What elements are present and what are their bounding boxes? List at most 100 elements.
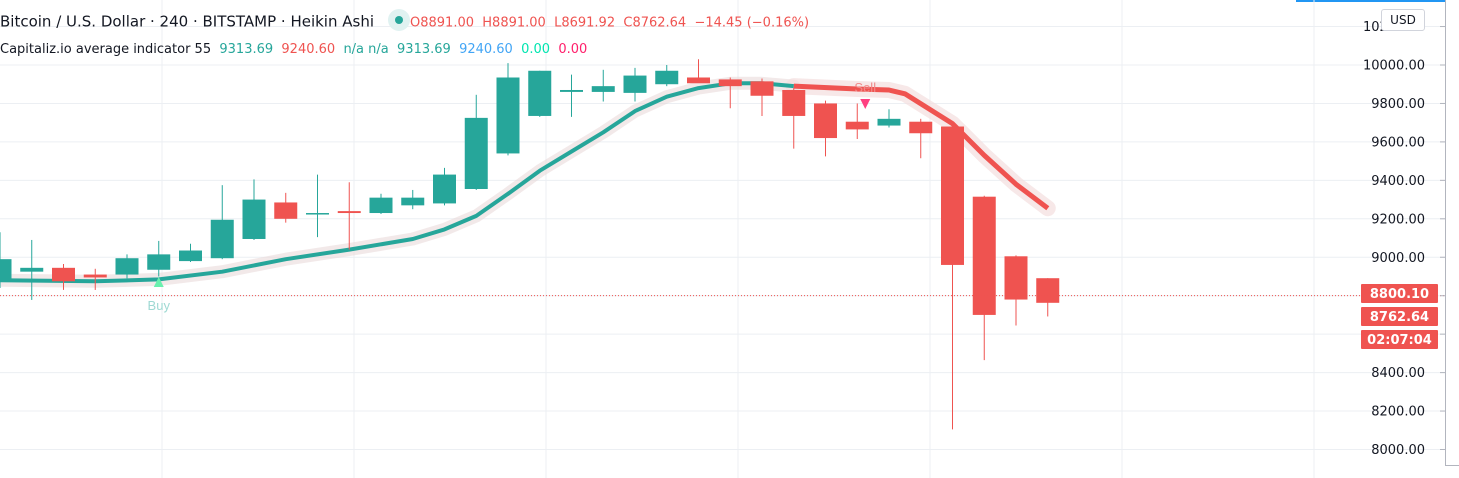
buy-label: Buy [148,298,171,313]
candle [369,193,393,214]
indicator-value-2: 9240.60 [281,42,336,57]
candle-body [972,196,996,315]
candle-body [750,81,774,96]
candle [20,239,44,300]
candle-body [1036,278,1060,303]
candle [877,109,901,128]
candle-body [401,197,425,206]
candle-body [591,86,615,92]
symbol-legend: Bitcoin / U.S. Dollar · 240 · BITSTAMP ·… [0,9,810,33]
candle-body [560,89,583,92]
candle [496,63,520,156]
candle-body [52,267,75,282]
candle-body [433,174,456,204]
candle-body [941,126,964,265]
candle [909,118,933,159]
ma-line-up [0,81,794,284]
axis-tick-label: 9800.00 [1371,97,1425,112]
candle [83,268,107,290]
candle-body [845,121,869,130]
sell-label: Sell [854,80,876,95]
candle-body [369,197,393,214]
candle [845,103,869,140]
countdown-label: 02:07:04 [1361,330,1438,349]
status-dot-icon [388,9,410,31]
candle [1036,278,1060,317]
axis-tick-label: 8200.00 [1371,405,1425,420]
moving-average-bands [0,76,1056,288]
axis-tick-label: 10000.00 [1363,59,1425,74]
axis-tick-label: 8400.00 [1371,366,1425,381]
candle-body [179,250,202,262]
symbol-title[interactable]: Bitcoin / U.S. Dollar · 240 · BITSTAMP ·… [0,12,374,31]
candle [401,189,425,210]
candle [306,174,329,238]
candle-body [464,117,488,190]
candle-body [782,89,806,116]
candle-body [242,199,266,239]
indicator-value-4: n/a [368,42,389,57]
candle-body [877,118,901,126]
ma-band-shadow [0,76,801,288]
candles [0,59,1060,430]
candle-body [337,211,361,214]
candle-body [306,213,329,215]
candle-body [623,75,647,93]
currency-button[interactable]: USD [1381,9,1425,31]
countdown-label-bg [1361,330,1438,349]
countdown-label-text: 02:07:04 [1367,333,1432,348]
buy-arrow-icon [153,277,164,287]
close-price-label: 8762.64 [1361,307,1438,326]
candle-body [147,254,171,270]
indicator-legend: Capitaliz.io average indicator 55 9313.6… [0,42,587,57]
candle-body [496,77,520,154]
candle [179,243,202,263]
candle [782,88,806,149]
candle [972,195,996,361]
axis-tick-label: 9000.00 [1371,251,1425,266]
candle-body [909,121,933,134]
candle-body [210,219,234,259]
candle [591,69,615,102]
candle [274,192,298,223]
candle [242,179,266,240]
indicator-value-3: n/a [343,42,365,57]
candle [941,124,964,430]
candle-body [20,267,44,272]
last-price-label-text: 8800.10 [1370,287,1429,302]
candle-body [115,258,139,275]
candle [528,70,552,117]
sell-arrow-icon [860,99,871,109]
candle-body [83,274,107,278]
candle [433,167,456,206]
ohlc-values: O8891.00 H8891.00 L8691.92 C8762.64 −14.… [410,15,810,31]
candle [655,65,679,87]
last-price-label-bg [1361,284,1438,303]
candle [0,232,12,289]
indicator-value-1: 9313.69 [219,42,274,57]
candle [464,94,488,190]
indicator-value-8: 0.00 [558,42,588,57]
axis-tick-label: 9200.00 [1371,212,1425,227]
signals: Buy Sell [148,80,877,313]
candle [718,77,742,109]
candle [1004,255,1028,326]
price-axis[interactable]: 8000.00 8200.00 8400.00 9000.00 9200.00 9400.… [1363,0,1459,478]
candle [750,78,774,116]
candle [687,59,710,84]
close-price-label-bg [1361,307,1438,326]
indicator-value-6: 9240.60 [459,42,513,57]
indicator-value-7: 0.00 [521,42,551,57]
candle [115,254,139,279]
axis-tick-label: 8000.00 [1371,443,1425,458]
candle-body [718,79,742,87]
indicator-name[interactable]: Capitaliz.io average indicator 55 [0,42,212,57]
candle-body [687,77,710,84]
axis-tick-label: 9400.00 [1371,174,1425,189]
candle-body [0,259,12,282]
active-tab-indicator [1296,0,1459,2]
price-labels: 8800.10 8762.64 02:07:04 [1361,284,1438,349]
candle [147,240,171,277]
